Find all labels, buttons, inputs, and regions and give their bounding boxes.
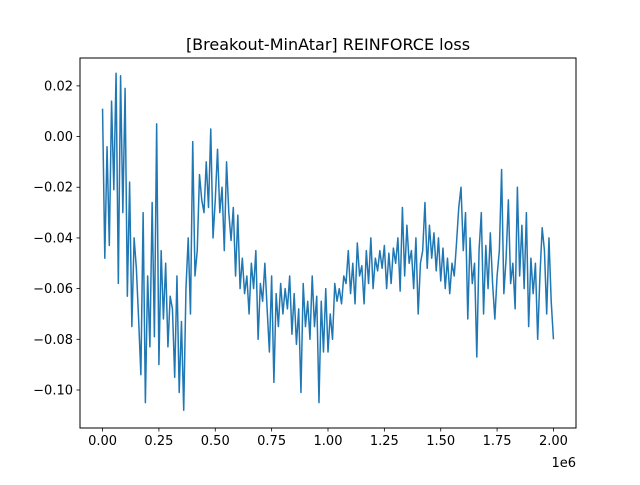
y-axis: 0.02 0.00 −0.02 −0.04 −0.06 −0.08 −0.10	[33, 79, 80, 398]
x-tick-label: 0.00	[88, 434, 117, 449]
y-tick-label: −0.04	[33, 231, 73, 246]
x-axis-offset-label: 1e6	[551, 456, 576, 471]
x-tick-label: 2.00	[539, 434, 568, 449]
x-tick-label: 1.75	[483, 434, 512, 449]
y-tick-label: −0.08	[33, 333, 73, 348]
y-tick-label: 0.02	[44, 79, 73, 94]
x-axis: 0.00 0.25 0.50 0.75 1.00 1.25 1.50 1.75 2.00	[88, 428, 568, 449]
y-tick-label: 0.00	[44, 130, 73, 145]
x-tick-label: 0.50	[201, 434, 230, 449]
x-tick-label: 0.25	[144, 434, 173, 449]
chart-title: [Breakout-MinAtar] REINFORCE loss	[186, 35, 470, 54]
y-tick-label: −0.02	[33, 181, 73, 196]
x-tick-label: 1.50	[426, 434, 455, 449]
series-layer	[101, 72, 555, 412]
x-tick-label: 1.00	[314, 434, 343, 449]
x-tick-label: 1.25	[370, 434, 399, 449]
series-line-1	[101, 72, 555, 412]
y-tick-label: −0.06	[33, 282, 73, 297]
x-tick-label: 0.75	[257, 434, 286, 449]
y-tick-label: −0.10	[33, 383, 73, 398]
